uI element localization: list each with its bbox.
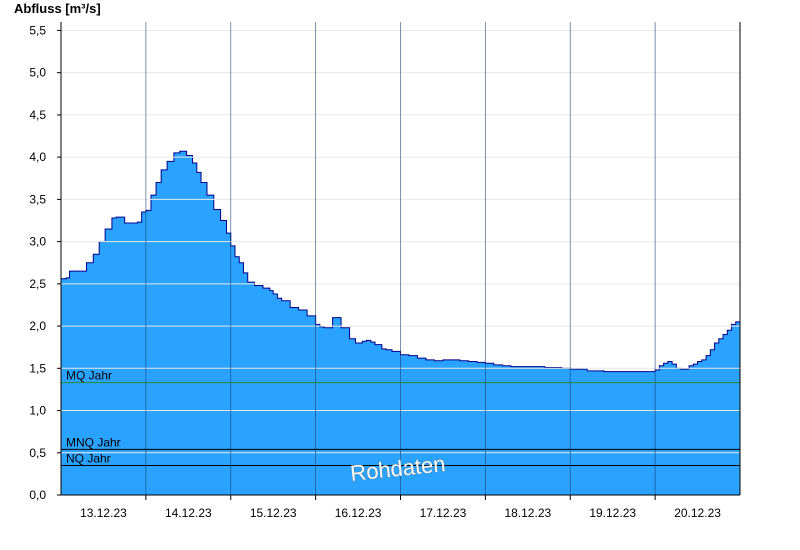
x-tick-label: 19.12.23	[589, 506, 636, 520]
y-tick-label: 5,5	[29, 23, 46, 37]
y-tick-label: 3,5	[29, 192, 46, 206]
y-tick-label: 4,0	[29, 150, 46, 164]
y-tick-label: 0,0	[29, 488, 46, 502]
x-tick-label: 18.12.23	[504, 506, 551, 520]
reference-lines-layer: MQ Jahr MNQ Jahr NQ Jahr	[61, 369, 740, 466]
reference-label: MQ Jahr	[66, 369, 112, 383]
y-tick-label: 5,0	[29, 66, 46, 80]
y-tick-label: 2,0	[29, 319, 46, 333]
x-tick-label: 15.12.23	[250, 506, 297, 520]
reference-label: MNQ Jahr	[66, 435, 121, 449]
x-tick-label: 14.12.23	[165, 506, 212, 520]
grid-layer	[61, 22, 740, 495]
y-tick-label: 2,5	[29, 277, 46, 291]
x-tick-label: 13.12.23	[80, 506, 127, 520]
y-tick-label: 4,5	[29, 108, 46, 122]
x-tick-label: 17.12.23	[420, 506, 467, 520]
y-tick-label: 3,0	[29, 235, 46, 249]
x-tick-label: 20.12.23	[674, 506, 721, 520]
y-tick-label: 1,0	[29, 404, 46, 418]
axes-layer: 0,0 0,5 1,0 1,5 2,0 2,5 3,0 3,5 4,0 4,5 5,0 5,5 13.1…	[29, 22, 741, 520]
y-tick-label: 1,5	[29, 361, 46, 375]
y-axis-title: Abfluss [m³/s]	[14, 1, 101, 16]
reference-label: NQ Jahr	[66, 451, 111, 465]
y-tick-label: 0,5	[29, 446, 46, 460]
discharge-line	[61, 150, 741, 373]
x-tick-label: 16.12.23	[335, 506, 382, 520]
